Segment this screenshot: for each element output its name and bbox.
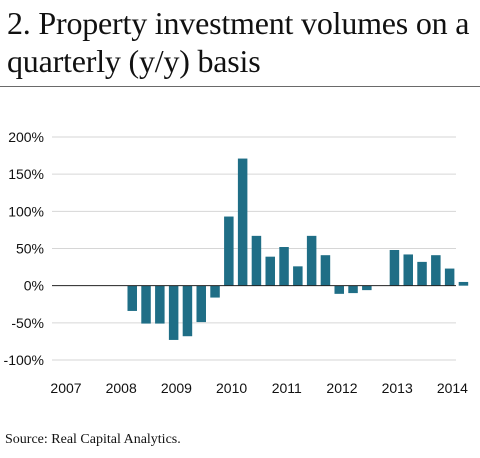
x-tick-label: 2010 <box>216 380 247 396</box>
bar <box>279 247 289 286</box>
y-tick-label: 100% <box>8 203 44 219</box>
x-tick-label: 2008 <box>106 380 137 396</box>
bar-chart: -100%-50%0%50%100%150%200% 2007 2008 2009 2… <box>4 129 469 396</box>
y-tick-label: 200% <box>8 129 44 145</box>
bar <box>251 235 262 286</box>
bar <box>306 235 317 286</box>
bar <box>224 216 234 286</box>
bar <box>458 281 469 286</box>
bar <box>237 158 248 286</box>
bar <box>265 256 275 286</box>
y-tick-label: -100% <box>4 352 44 368</box>
y-axis-labels: -100% -50% 0% 50% 100% 150% 200% <box>4 129 44 368</box>
y-tick-label: 0% <box>24 278 44 294</box>
bar <box>320 255 331 286</box>
bar <box>348 285 358 294</box>
bar <box>417 261 427 286</box>
bar <box>362 285 372 291</box>
bar <box>293 266 303 286</box>
bar <box>168 285 179 340</box>
bar <box>141 285 151 324</box>
bar <box>127 285 137 311</box>
x-tick-label: 2013 <box>382 380 413 396</box>
bar <box>182 285 193 337</box>
bar <box>389 249 400 286</box>
bar <box>334 285 344 294</box>
x-tick-label: 2009 <box>161 380 192 396</box>
y-tick-label: -50% <box>11 315 44 331</box>
bar <box>403 254 413 286</box>
bar <box>210 285 220 298</box>
bar <box>444 268 455 286</box>
source-note: Source: Real Capital Analytics. <box>5 432 181 447</box>
x-tick-label: 2012 <box>326 380 357 396</box>
y-tick-label: 50% <box>16 241 44 257</box>
bar <box>155 285 165 324</box>
chart-title: 2. Property investment volumes on a quar… <box>7 5 470 79</box>
bar <box>431 255 441 286</box>
x-tick-label: 2014 <box>437 380 468 396</box>
bars <box>127 158 469 340</box>
bar <box>196 285 206 323</box>
title-divider <box>0 86 480 87</box>
y-tick-label: 150% <box>8 166 44 182</box>
x-tick-label: 2007 <box>50 380 81 396</box>
x-axis-labels: 2007 2008 2009 2010 2011 2012 2013 2014 <box>50 380 468 396</box>
x-tick-label: 2011 <box>272 380 302 396</box>
